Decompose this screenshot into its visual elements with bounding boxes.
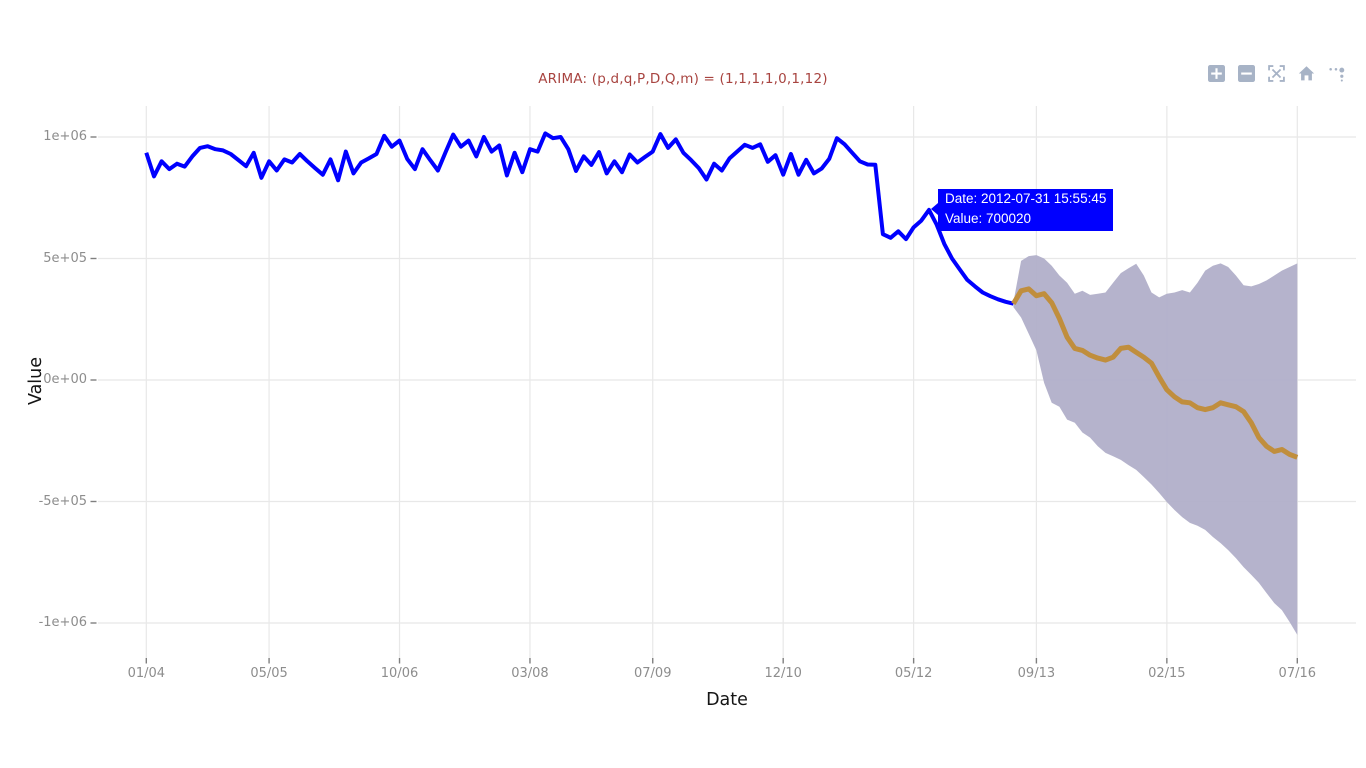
x-tick-label: 01/04 xyxy=(127,666,166,681)
hover-tooltip: Date: 2012-07-31 15:55:45 Value: 700020 xyxy=(930,188,1114,231)
y-tick-label: 0e+00 xyxy=(43,372,87,387)
x-tick-label: 07/16 xyxy=(1278,666,1317,681)
x-axis-title: Date xyxy=(706,690,748,710)
y-tick-label: -1e+06 xyxy=(38,615,87,630)
tooltip-value: Value: 700020 xyxy=(944,210,1032,226)
tooltip-date: Date: 2012-07-31 15:55:45 xyxy=(944,190,1107,206)
x-tick-label: 05/12 xyxy=(894,666,933,681)
y-tick-label: 5e+05 xyxy=(43,250,87,266)
y-tick-label: -5e+05 xyxy=(38,493,87,509)
x-tick-label: 09/13 xyxy=(1017,666,1056,681)
x-tick-label: 02/15 xyxy=(1148,666,1186,681)
tooltip-arrow xyxy=(930,202,938,215)
x-tick-label: 10/06 xyxy=(380,666,419,681)
zoom-out-icon[interactable] xyxy=(1237,64,1256,83)
y-axis-title: Value xyxy=(26,356,46,406)
chart-title: ARIMA: (p,d,q,P,D,Q,m) = (1,1,1,1,0,1,12… xyxy=(538,71,828,87)
x-tick-label: 07/09 xyxy=(634,666,672,681)
y-tick-label: 1e+06 xyxy=(43,129,87,144)
plotly-modebar xyxy=(1207,64,1346,83)
autoscale-icon[interactable] xyxy=(1267,64,1286,83)
plotly-logo-icon[interactable] xyxy=(1327,64,1346,83)
x-tick-label: 05/05 xyxy=(250,666,288,681)
x-tick-label: 12/10 xyxy=(764,666,802,681)
x-tick-label: 03/08 xyxy=(511,666,549,681)
home-icon[interactable] xyxy=(1297,64,1316,83)
zoom-in-icon[interactable] xyxy=(1207,64,1226,83)
forecast-line xyxy=(1011,286,1299,460)
observed-line xyxy=(144,131,1014,306)
